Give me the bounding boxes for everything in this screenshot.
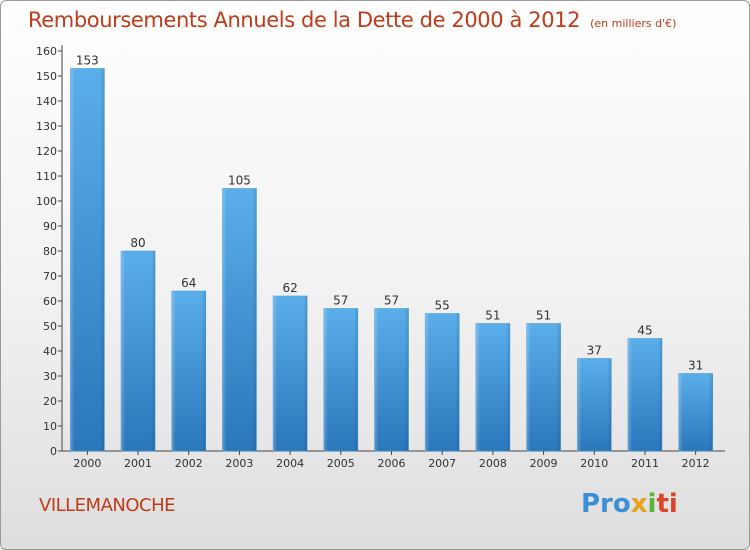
bar-shade-2008 <box>475 323 510 451</box>
logo-part-4: ti <box>656 489 678 519</box>
bar-shade-2010 <box>577 358 612 451</box>
x-tick-label: 2003 <box>225 457 253 470</box>
x-tick-label: 2006 <box>378 457 406 470</box>
bar-shade-2007 <box>425 313 460 451</box>
y-tick-label: 70 <box>43 270 57 283</box>
y-tick-label: 40 <box>43 345 57 358</box>
chart-title: Remboursements Annuels de la Dette de 20… <box>28 8 676 32</box>
x-tick-label: 2009 <box>530 457 558 470</box>
x-tick-label: 2004 <box>276 457 304 470</box>
y-tick-label: 100 <box>36 195 57 208</box>
x-tick-label: 2010 <box>580 457 608 470</box>
bar-shade-2012 <box>678 373 713 451</box>
bar-value-label: 57 <box>384 294 399 308</box>
y-tick-label: 80 <box>43 245 57 258</box>
bar-value-label: 55 <box>435 299 450 313</box>
bar-shade-2006 <box>374 308 409 451</box>
bar-value-label: 80 <box>130 236 145 250</box>
logo-part-3: i <box>647 489 657 519</box>
bar-shade-2005 <box>323 308 358 451</box>
bar-value-label: 51 <box>536 309 551 323</box>
bar-shade-2002 <box>171 291 206 451</box>
x-tick-label: 2002 <box>175 457 203 470</box>
bar-value-label: 105 <box>228 174 251 188</box>
y-tick-label: 140 <box>36 95 57 108</box>
bar-value-label: 64 <box>181 276 196 290</box>
y-tick-label: 0 <box>50 445 57 458</box>
bar-value-label: 57 <box>333 294 348 308</box>
y-tick-label: 50 <box>43 320 57 333</box>
x-tick-label: 2001 <box>124 457 152 470</box>
x-tick-label: 2012 <box>682 457 710 470</box>
logo-part-1: Pro <box>581 489 631 519</box>
y-tick-label: 90 <box>43 220 57 233</box>
y-tick-label: 120 <box>36 145 57 158</box>
x-tick-label: 2005 <box>327 457 355 470</box>
y-tick-label: 160 <box>36 45 57 58</box>
unit-note: (en milliers d'€) <box>590 17 677 30</box>
commune-name: VILLEMANOCHE <box>39 495 176 516</box>
bar-shade-2000 <box>70 68 105 451</box>
bar-value-label: 62 <box>282 281 297 295</box>
y-tick-label: 60 <box>43 295 57 308</box>
x-tick-label: 2011 <box>631 457 659 470</box>
bar-value-label: 51 <box>485 309 500 323</box>
proxiti-logo: Proxiti <box>581 489 678 519</box>
x-tick-label: 2000 <box>73 457 101 470</box>
bar-value-label: 153 <box>76 54 99 68</box>
chart-title-text: Remboursements Annuels de la Dette de 20… <box>28 8 581 32</box>
bar-value-label: 37 <box>587 344 602 358</box>
x-tick-label: 2007 <box>428 457 456 470</box>
bar-value-label: 31 <box>688 359 703 373</box>
bar-shade-2011 <box>627 338 662 451</box>
logo-part-2: x <box>630 489 648 519</box>
y-tick-label: 110 <box>36 170 57 183</box>
y-tick-label: 10 <box>43 420 57 433</box>
y-tick-label: 130 <box>36 120 57 133</box>
y-tick-label: 150 <box>36 70 57 83</box>
bar-value-label: 45 <box>637 324 652 338</box>
bar-shade-2004 <box>273 296 308 451</box>
y-tick-label: 30 <box>43 370 57 383</box>
bar-shade-2001 <box>121 251 156 451</box>
y-tick-label: 20 <box>43 395 57 408</box>
x-tick-label: 2008 <box>479 457 507 470</box>
bar-shade-2003 <box>222 188 257 451</box>
bar-shade-2009 <box>526 323 561 451</box>
